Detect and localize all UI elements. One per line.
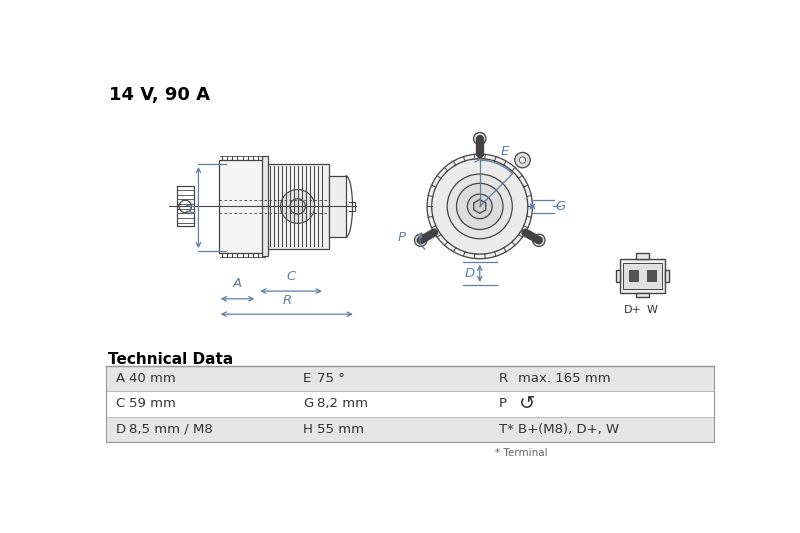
Bar bbox=[262, 156, 268, 256]
Text: 75 °: 75 ° bbox=[317, 372, 345, 385]
Text: A: A bbox=[115, 372, 125, 385]
Bar bbox=[106, 391, 714, 417]
Text: 55 mm: 55 mm bbox=[317, 423, 364, 436]
Circle shape bbox=[418, 238, 423, 243]
Text: D: D bbox=[115, 423, 126, 436]
Bar bbox=[629, 270, 638, 281]
Bar bbox=[616, 270, 620, 282]
Text: * Terminal: * Terminal bbox=[495, 448, 548, 458]
Text: E: E bbox=[500, 145, 509, 158]
Text: ↺: ↺ bbox=[518, 394, 535, 414]
Bar bbox=[635, 253, 650, 259]
Circle shape bbox=[519, 157, 526, 163]
Text: A: A bbox=[233, 277, 242, 289]
Circle shape bbox=[447, 174, 512, 239]
Text: R: R bbox=[499, 372, 508, 385]
Text: max. 165 mm: max. 165 mm bbox=[518, 372, 611, 385]
Text: W: W bbox=[646, 305, 658, 315]
Bar bbox=[329, 175, 346, 237]
Text: C: C bbox=[286, 270, 296, 284]
Circle shape bbox=[432, 159, 528, 254]
Text: H: H bbox=[303, 423, 313, 436]
Bar bbox=[218, 160, 266, 253]
Text: D: D bbox=[465, 267, 475, 280]
Circle shape bbox=[533, 234, 545, 246]
Circle shape bbox=[281, 189, 314, 223]
Text: E: E bbox=[303, 372, 311, 385]
Text: P: P bbox=[398, 231, 406, 244]
Text: 59 mm: 59 mm bbox=[130, 398, 176, 410]
Bar bbox=[665, 270, 669, 282]
Bar bbox=[106, 417, 714, 442]
Text: G: G bbox=[303, 398, 314, 410]
Text: B+(M8), D+, W: B+(M8), D+, W bbox=[518, 423, 620, 436]
Text: 40 mm: 40 mm bbox=[130, 372, 176, 385]
Bar bbox=[636, 293, 649, 296]
Text: H: H bbox=[186, 203, 198, 213]
Text: Technical Data: Technical Data bbox=[108, 352, 233, 367]
Circle shape bbox=[514, 152, 530, 168]
Text: P: P bbox=[499, 398, 507, 410]
Bar bbox=[106, 366, 714, 391]
Text: T*: T* bbox=[499, 423, 514, 436]
Circle shape bbox=[537, 238, 541, 243]
Bar bbox=[647, 270, 657, 281]
Circle shape bbox=[414, 234, 427, 246]
Text: 8,5 mm / M8: 8,5 mm / M8 bbox=[130, 423, 213, 436]
Text: C: C bbox=[115, 398, 125, 410]
Circle shape bbox=[478, 136, 482, 141]
Bar bbox=[620, 259, 665, 293]
Text: R: R bbox=[282, 294, 291, 306]
Text: 8,2 mm: 8,2 mm bbox=[317, 398, 368, 410]
Bar bbox=[266, 164, 329, 249]
Circle shape bbox=[467, 194, 492, 219]
Circle shape bbox=[457, 183, 503, 230]
Bar bbox=[623, 263, 662, 289]
Circle shape bbox=[427, 154, 533, 259]
Polygon shape bbox=[474, 199, 486, 213]
Circle shape bbox=[290, 199, 306, 214]
Text: D+: D+ bbox=[624, 305, 642, 315]
Text: 14 V, 90 A: 14 V, 90 A bbox=[110, 85, 210, 103]
Text: G: G bbox=[556, 200, 566, 213]
Circle shape bbox=[474, 133, 486, 145]
